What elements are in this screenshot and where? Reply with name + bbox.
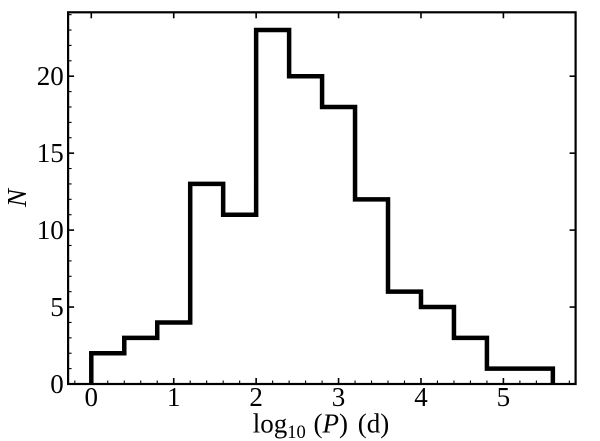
svg-text:20: 20 bbox=[37, 61, 64, 91]
svg-text:log10 (P) (d): log10 (P) (d) bbox=[253, 408, 390, 441]
svg-text:4: 4 bbox=[414, 382, 428, 412]
svg-text:0: 0 bbox=[85, 382, 99, 412]
svg-text:0: 0 bbox=[50, 369, 64, 399]
svg-text:10: 10 bbox=[37, 215, 64, 245]
svg-text:5: 5 bbox=[50, 292, 64, 322]
svg-text:1: 1 bbox=[167, 382, 181, 412]
svg-text:15: 15 bbox=[37, 138, 64, 168]
svg-text:3: 3 bbox=[332, 382, 346, 412]
svg-text:5: 5 bbox=[497, 382, 511, 412]
svg-text:N: N bbox=[2, 187, 32, 208]
svg-text:2: 2 bbox=[249, 382, 263, 412]
